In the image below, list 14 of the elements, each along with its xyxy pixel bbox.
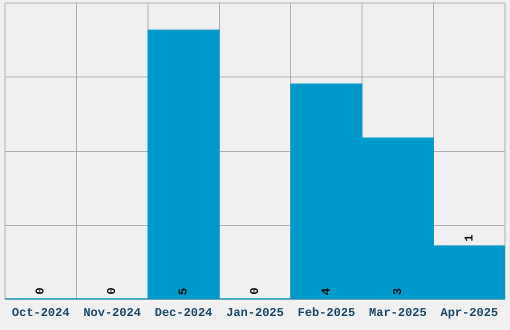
data-label: 0 <box>248 287 262 295</box>
x-tick-label: Feb-2025 <box>298 306 356 320</box>
data-label: 1 <box>462 234 476 242</box>
x-tick-label: Oct-2024 <box>12 306 70 320</box>
x-tick-label: Mar-2025 <box>369 306 427 320</box>
x-tick-label: Nov-2024 <box>83 306 141 320</box>
x-tick-label: Jan-2025 <box>226 306 284 320</box>
data-label: 0 <box>105 287 120 295</box>
x-tick-label: Dec-2024 <box>154 306 212 320</box>
x-tick-label: Apr-2025 <box>440 306 498 320</box>
data-label: 4 <box>319 288 334 296</box>
data-label: 5 <box>176 288 191 296</box>
data-label: 3 <box>390 288 405 296</box>
data-label: 0 <box>34 287 48 295</box>
